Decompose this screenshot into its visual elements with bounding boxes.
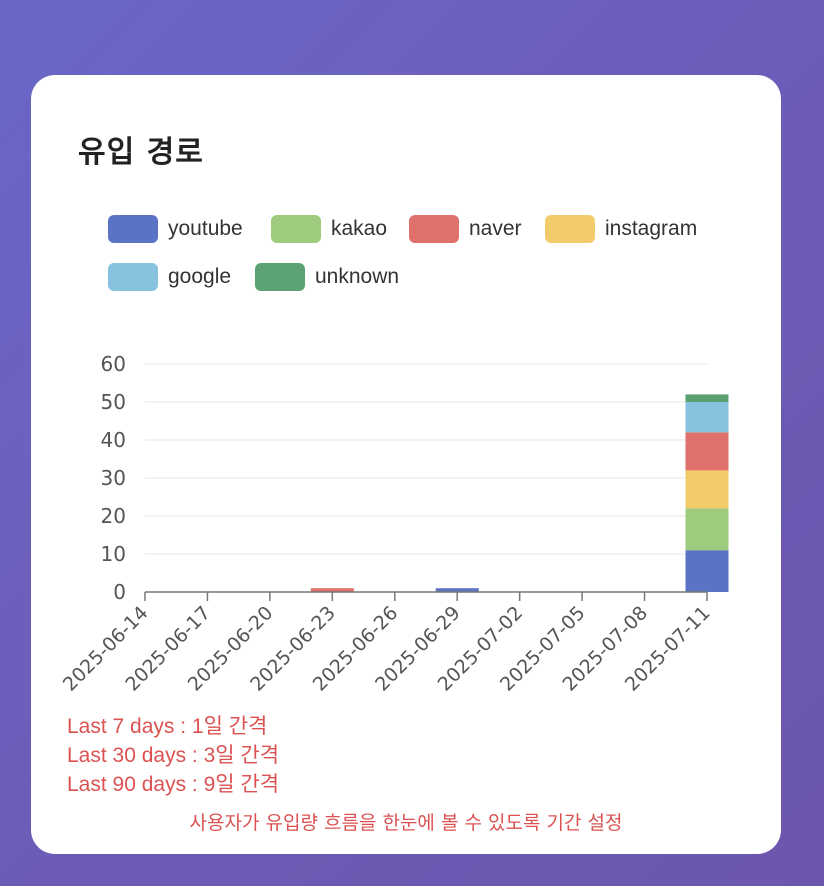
y-tick-label-30: 30: [101, 466, 126, 490]
legend-item-google[interactable]: google: [108, 263, 231, 291]
note-90-days: Last 90 days : 9일 간격: [67, 773, 280, 796]
legend-swatch-instagram: [545, 215, 595, 243]
legend-swatch-naver: [409, 215, 459, 243]
legend-label-kakao: kakao: [331, 217, 388, 240]
legend-swatch-google: [108, 263, 158, 291]
note-30-days: Last 30 days : 3일 간격: [67, 744, 280, 767]
legend-label-naver: naver: [469, 217, 522, 240]
footer-note: 사용자가 유입량 흐름을 한눈에 볼 수 있도록 기간 설정: [189, 812, 623, 834]
y-tick-label-10: 10: [101, 542, 126, 566]
y-tick-label-0: 0: [113, 580, 126, 604]
bar-kakao-2025-07-11: [685, 508, 729, 551]
bar-naver-2025-07-11: [685, 432, 729, 471]
y-tick-label-20: 20: [101, 504, 126, 528]
legend-label-youtube: youtube: [168, 217, 243, 240]
bar-unknown-2025-07-11: [685, 394, 729, 402]
legend-label-google: google: [168, 265, 232, 288]
stacked-bar-chart: 01020304050602025-06-142025-06-172025-06…: [59, 352, 729, 696]
legend-swatch-youtube: [108, 215, 158, 243]
bar-instagram-2025-07-11: [685, 470, 729, 509]
legend-item-naver[interactable]: naver: [409, 215, 522, 243]
interval-notes: Last 7 days : 1일 간격 Last 30 days : 3일 간격…: [67, 712, 279, 799]
bar-google-2025-07-11: [685, 402, 729, 433]
y-tick-label-60: 60: [101, 352, 126, 376]
legend-swatch-kakao: [271, 215, 321, 243]
legend-swatch-unknown: [255, 263, 305, 291]
y-tick-label-50: 50: [101, 390, 126, 414]
legend-item-instagram[interactable]: instagram: [545, 215, 697, 243]
legend-label-unknown: unknown: [315, 265, 400, 288]
legend-item-youtube[interactable]: youtube: [108, 215, 243, 243]
legend-item-unknown[interactable]: unknown: [255, 263, 399, 291]
card-title: 유입 경로: [78, 135, 204, 170]
bar-youtube-2025-07-11: [685, 550, 729, 592]
bar-youtube-2025-06-29: [435, 588, 479, 592]
bar-naver-2025-06-23: [310, 588, 354, 592]
y-tick-label-40: 40: [101, 428, 126, 452]
traffic-source-card: 유입 경로 youtube kakao naver instagram goog…: [31, 75, 781, 854]
note-7-days: Last 7 days : 1일 간격: [67, 715, 268, 738]
legend-item-kakao[interactable]: kakao: [271, 215, 387, 243]
legend-label-instagram: instagram: [605, 217, 698, 240]
